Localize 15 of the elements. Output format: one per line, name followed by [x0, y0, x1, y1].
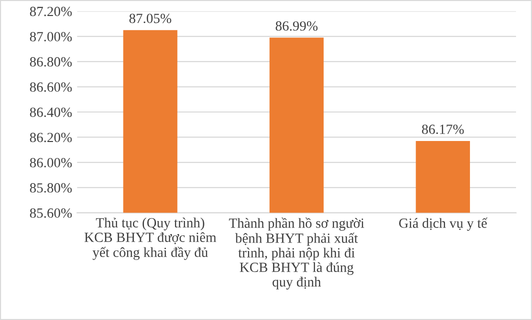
- y-tick-label: 86.00%: [30, 158, 72, 168]
- x-tick-label: Thành phần hồ sơ người bệnh BHYT phải xuất trình, phải nộp khi đi KCB BHYT là đúng quy định: [229, 218, 364, 290]
- data-label: 86.99%: [276, 21, 318, 31]
- y-tick-label: 86.20%: [30, 132, 72, 142]
- y-tick-label: 87.00%: [30, 32, 72, 42]
- y-tick-label: 85.80%: [30, 183, 72, 193]
- data-label: 87.05%: [129, 14, 172, 24]
- y-tick-label: 86.60%: [30, 82, 72, 92]
- y-tick-label: 87.20%: [30, 6, 72, 16]
- x-tick-label: Giá dịch vụ y tế: [399, 218, 488, 231]
- data-label: 86.17%: [422, 124, 464, 134]
- y-tick-label: 85.60%: [30, 208, 72, 218]
- y-tick-label: 86.80%: [30, 57, 72, 67]
- y-tick-label: 86.40%: [30, 108, 72, 118]
- x-tick-label: Thủ tục (Quy trình) KCB BHYT được niêm yết công khai đầy đủ: [84, 218, 216, 260]
